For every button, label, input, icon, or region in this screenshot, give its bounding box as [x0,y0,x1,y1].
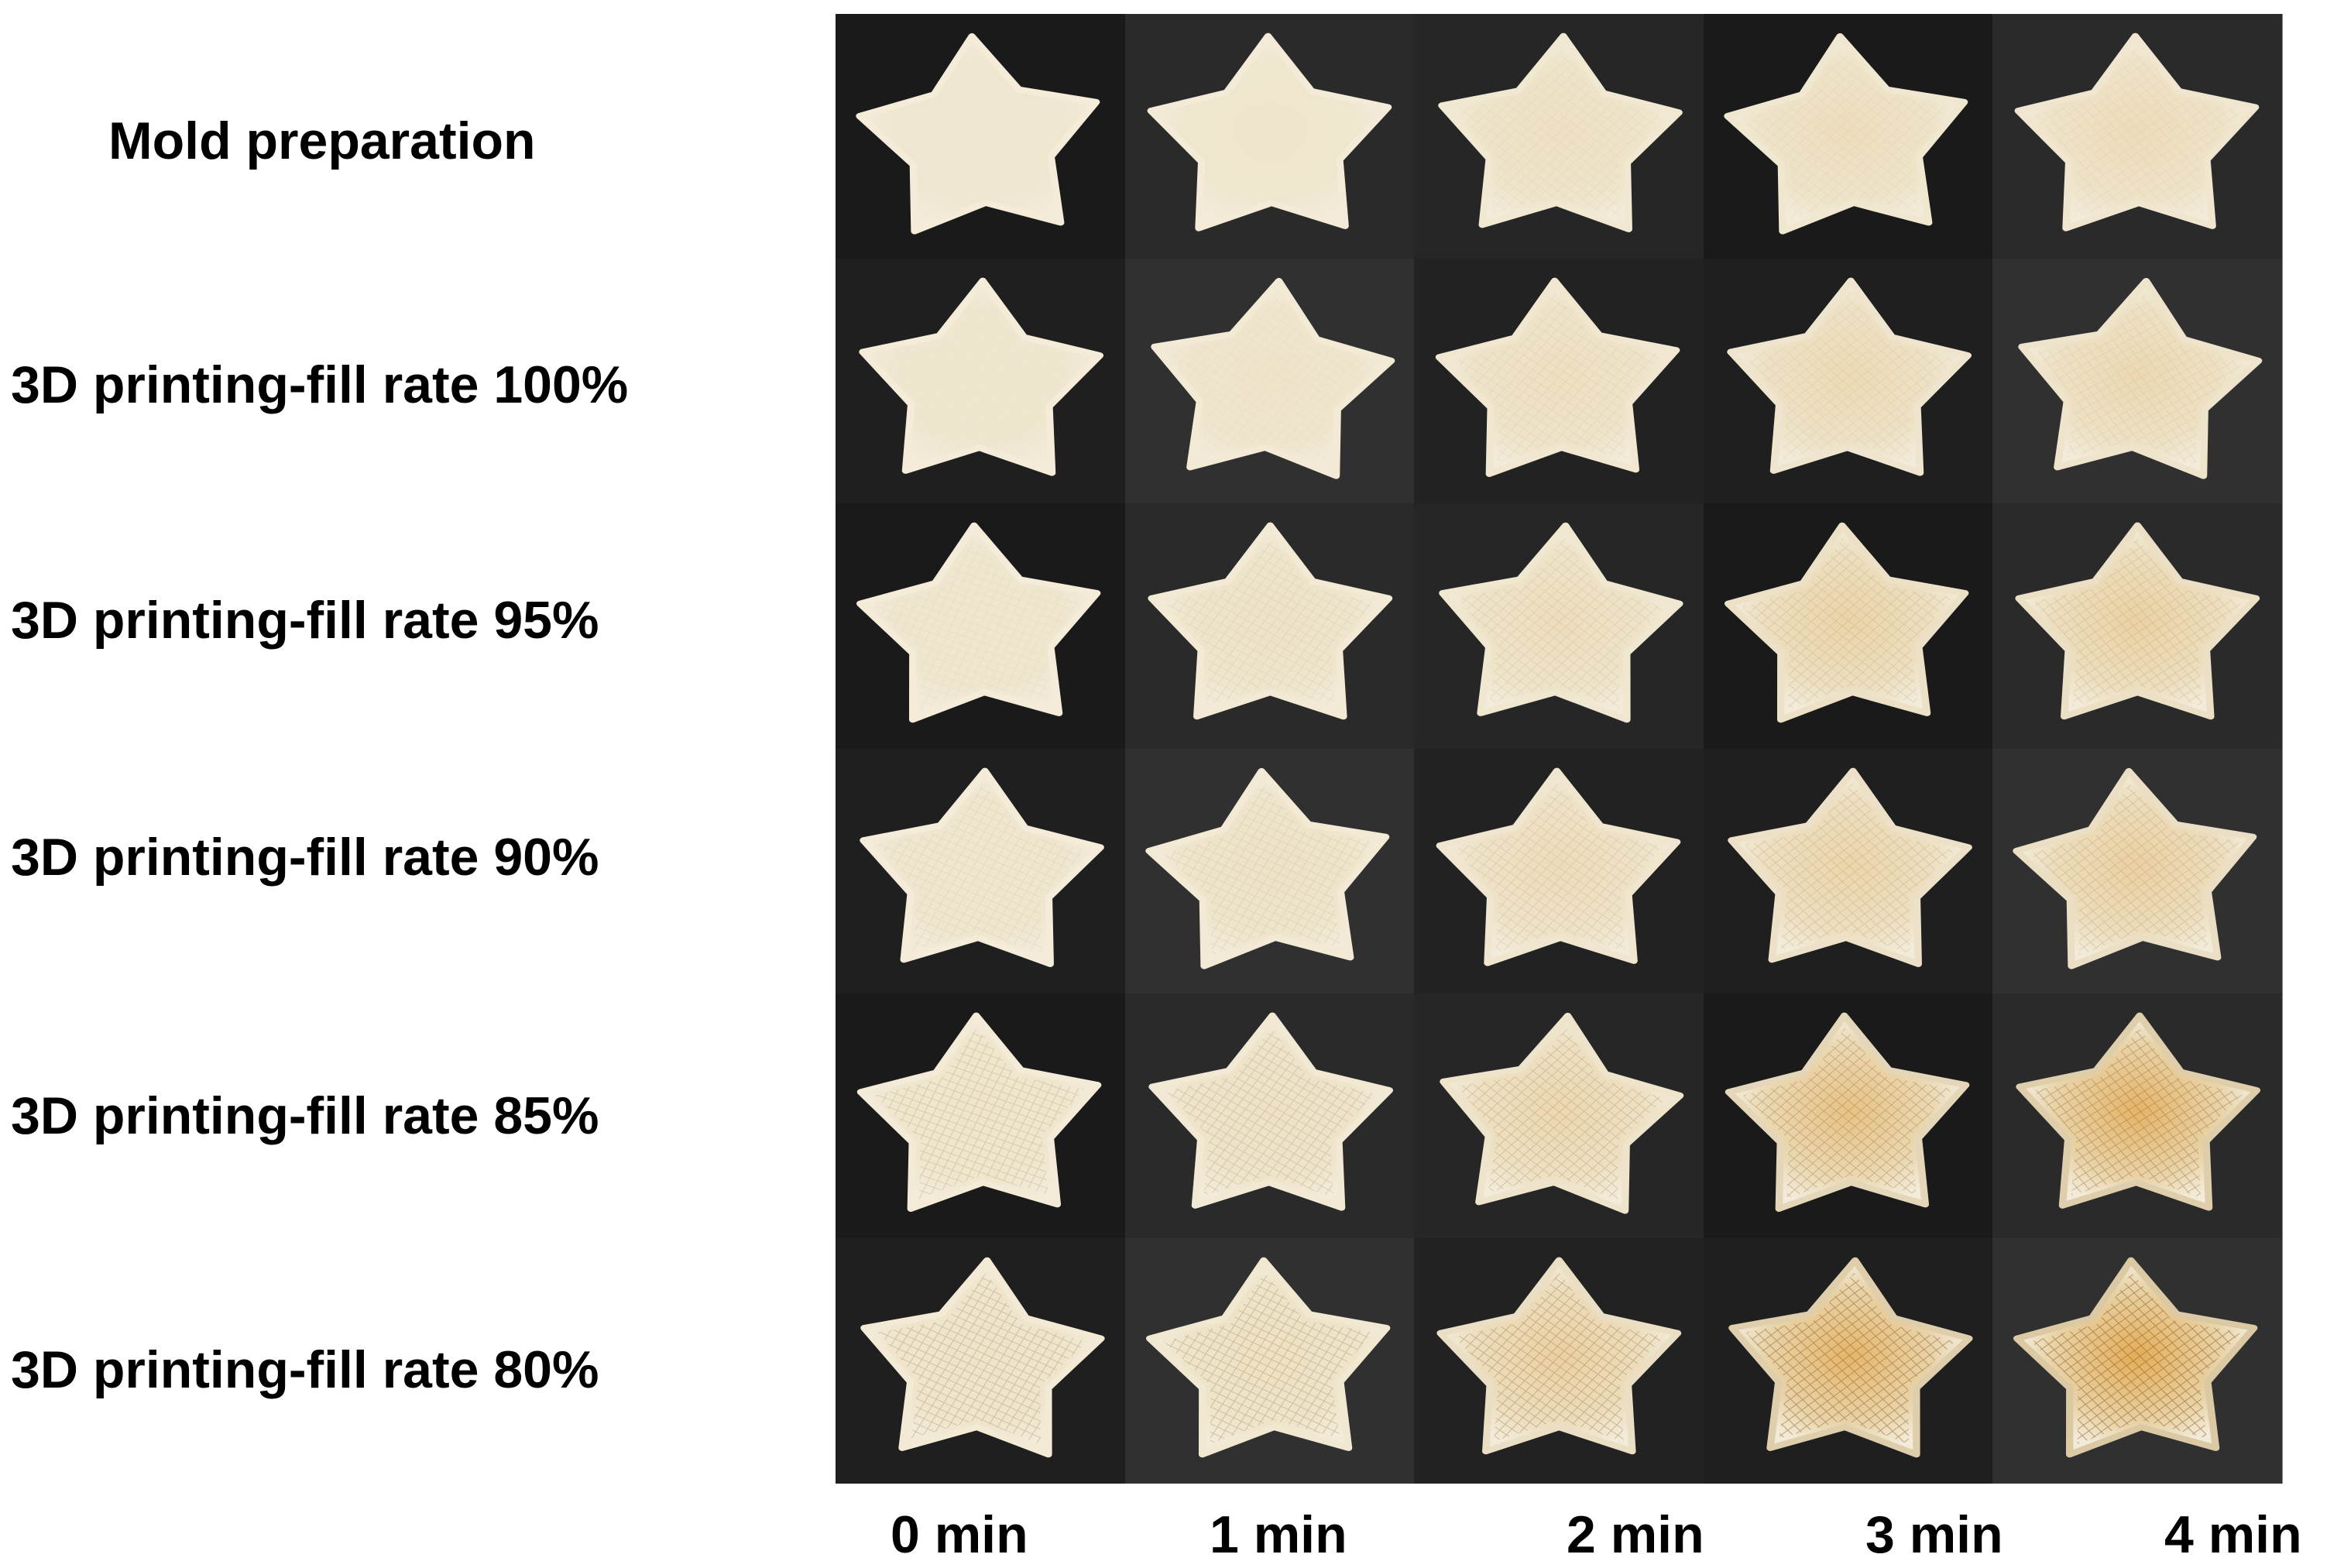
column-label-2-min: 2 min [1567,1505,1704,1564]
sample-photo-r6-c1 [836,1237,1126,1484]
sample-photo-r1-c2 [1124,14,1416,260]
sample-photo-r5-c4 [1703,993,1994,1239]
sample-photo-r5-c3 [1414,993,1704,1239]
sample-photo-r6-c2 [1124,1237,1416,1484]
sample-photo-r5-c2 [1124,993,1416,1239]
column-label-1-min: 1 min [1210,1505,1347,1564]
sample-photo-r2-c1 [836,259,1126,505]
sample-photo-r4-c3 [1414,748,1704,994]
row-label-fill-rate-95: 3D printing-fill rate 95% [11,591,599,650]
sample-photo-r4-c2 [1124,748,1416,994]
sample-photo-r4-c4 [1703,748,1994,994]
sample-photo-r2-c2 [1124,259,1416,505]
sample-photo-r1-c5 [1992,14,2283,260]
column-label-4-min: 4 min [2164,1505,2302,1564]
sample-photo-r3-c1 [836,503,1126,750]
sample-photo-r3-c2 [1124,503,1416,750]
sample-photo-r6-c3 [1414,1237,1704,1484]
sample-photo-r2-c4 [1703,259,1994,505]
sample-photo-r1-c3 [1414,14,1704,260]
sample-photo-r4-c1 [836,748,1126,994]
sample-photo-r2-c3 [1414,259,1704,505]
row-label-fill-rate-85: 3D printing-fill rate 85% [11,1086,599,1145]
photo-grid [836,14,2283,1484]
sample-photo-r4-c5 [1992,748,2283,994]
sample-photo-r3-c4 [1703,503,1994,750]
sample-photo-r6-c4 [1703,1237,1994,1484]
row-label-fill-rate-90: 3D printing-fill rate 90% [11,828,599,887]
sample-photo-r1-c4 [1703,14,1994,260]
row-label-fill-rate-100: 3D printing-fill rate 100% [11,355,629,414]
sample-photo-r6-c5 [1992,1237,2283,1484]
column-label-0-min: 0 min [891,1505,1028,1564]
row-label-mold-preparation: Mold preparation [108,112,536,170]
sample-photo-r5-c1 [836,993,1126,1239]
row-label-fill-rate-80: 3D printing-fill rate 80% [11,1340,599,1399]
column-label-3-min: 3 min [1865,1505,2003,1564]
sample-photo-r3-c5 [1992,503,2283,750]
sample-photo-r1-c1 [836,14,1126,260]
sample-photo-r5-c5 [1992,993,2283,1239]
sample-photo-r2-c5 [1992,259,2283,505]
sample-photo-r3-c3 [1414,503,1704,750]
